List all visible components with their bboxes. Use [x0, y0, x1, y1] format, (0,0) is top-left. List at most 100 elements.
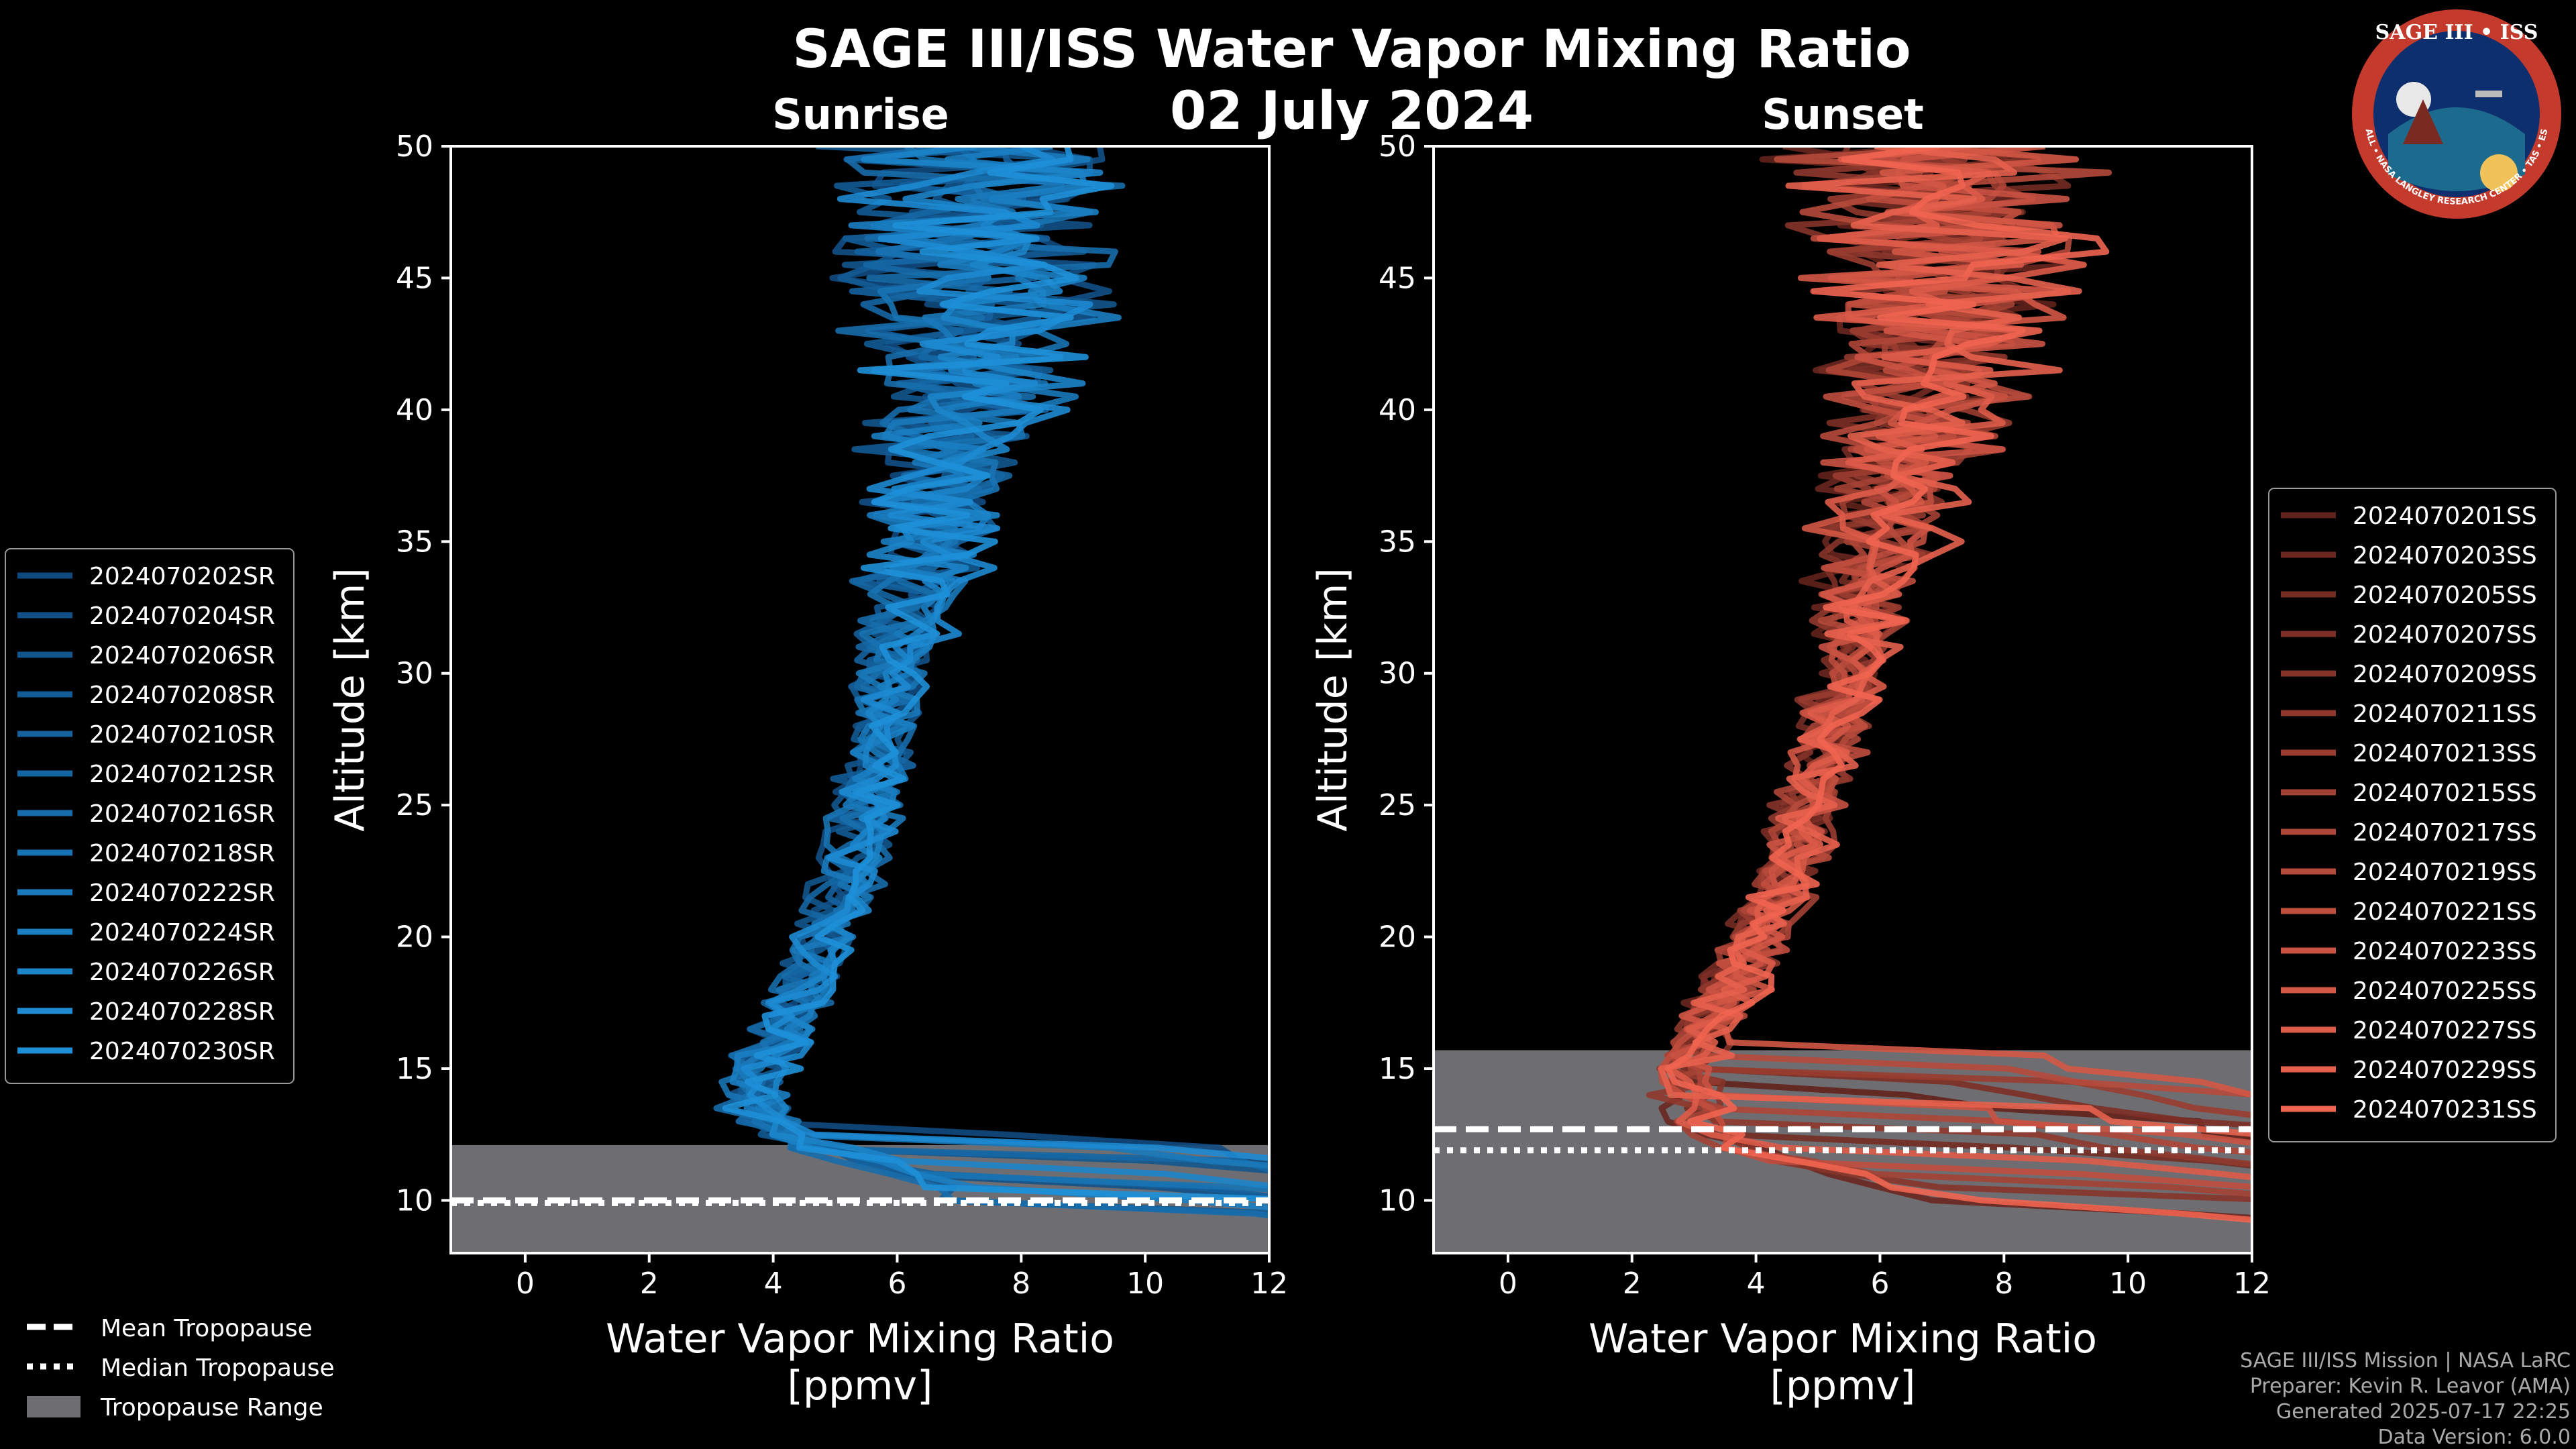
sunset-ticks: 0 2 4 6 8 10 12 10 15 20 25 30 35 40 45 50 — [1379, 129, 2271, 1301]
y-tick-label: 10 — [396, 1183, 433, 1218]
y-tick-label: 15 — [396, 1052, 433, 1086]
y-tick-label: 40 — [1379, 393, 1416, 427]
sunrise-panel: 0 2 4 6 8 10 12 10 15 20 25 30 35 40 45 50 Altitude [km… — [327, 129, 1288, 1409]
sunset-title: Sunset — [1762, 90, 1924, 139]
logo-station — [2475, 91, 2502, 97]
x-tick-label: 0 — [516, 1267, 535, 1301]
legend-entry-label: 2024070205SS — [2353, 582, 2537, 609]
figure-date: 02 July 2024 — [1170, 81, 1534, 142]
legend-entry-label: 2024070212SR — [89, 761, 275, 788]
sunset-panel: 0 2 4 6 8 10 12 10 15 20 25 30 35 40 45 50 Altitude [km… — [1309, 129, 2271, 1409]
y-tick-label: 35 — [1379, 525, 1416, 559]
sunrise-x-axis-label: Water Vapor Mixing Ratio — [606, 1316, 1114, 1362]
tropopause-range-label: Tropopause Range — [100, 1394, 323, 1421]
legend-entry-label: 2024070230SR — [89, 1038, 275, 1065]
legend-entry-label: 2024070218SR — [89, 840, 275, 867]
legend-entry-label: 2024070206SR — [89, 642, 275, 669]
legend-entry-label: 2024070225SS — [2353, 977, 2537, 1005]
y-tick-label: 45 — [396, 261, 433, 295]
x-tick-label: 2 — [1623, 1267, 1642, 1301]
y-tick-label: 10 — [1379, 1183, 1416, 1218]
legend-entry-label: 2024070202SR — [89, 563, 275, 590]
legend-entry-label: 2024070203SS — [2353, 542, 2537, 570]
sunset-axes-frame — [1432, 145, 2253, 1254]
tropopause-lines — [1434, 1126, 2252, 1154]
legend-entry-label: 2024070222SR — [89, 879, 275, 907]
logo-figure — [2403, 99, 2443, 144]
legend-entry-label: 2024070213SS — [2353, 740, 2537, 767]
legend-entry-label: 2024070219SS — [2353, 859, 2537, 886]
sunrise-legend: 2024070202SR 2024070204SR 2024070206SR 2024… — [5, 548, 294, 1084]
x-tick-label: 4 — [1747, 1267, 1766, 1301]
x-tick-label: 10 — [2109, 1267, 2147, 1301]
legend-entry-label: 2024070229SS — [2353, 1057, 2537, 1084]
tropopause-lines — [451, 1197, 1269, 1206]
y-tick-label: 20 — [1379, 920, 1416, 955]
tropopause-legend: Mean Tropopause Median Tropopause Tropop… — [27, 1315, 335, 1421]
sunrise-y-axis-label: Altitude [km] — [327, 568, 374, 832]
x-tick-label: 0 — [1499, 1267, 1517, 1301]
y-tick-label: 40 — [396, 393, 433, 427]
x-tick-label: 8 — [1994, 1267, 2013, 1301]
x-tick-label: 2 — [640, 1267, 659, 1301]
y-tick-label: 30 — [1379, 657, 1416, 691]
y-tick-label: 50 — [1379, 129, 1416, 164]
legend-entry-label: 2024070223SS — [2353, 938, 2537, 965]
legend-entry-label: 2024070228SR — [89, 998, 275, 1026]
legend-entry-label: 2024070224SR — [89, 919, 275, 947]
legend-entry-label: 2024070217SS — [2353, 819, 2537, 847]
y-tick-label: 35 — [396, 525, 433, 559]
credit-data-version: Data Version: 6.0.0 — [2378, 1426, 2571, 1449]
sunset-legend-box — [2268, 488, 2557, 1142]
y-tick-label: 20 — [396, 920, 433, 955]
x-tick-label: 6 — [888, 1267, 906, 1301]
legend-entry-label: 2024070226SR — [89, 959, 275, 986]
profile-line-2024070228SR — [741, 146, 1269, 1161]
legend-entry-label: 2024070215SS — [2353, 780, 2537, 807]
credit-preparer: Preparer: Kevin R. Leavor (AMA) — [2250, 1375, 2571, 1398]
sunset-x-axis-label: Water Vapor Mixing Ratio — [1589, 1316, 2097, 1362]
y-tick-label: 45 — [1379, 261, 1416, 295]
x-tick-label: 6 — [1870, 1267, 1889, 1301]
legend-entry-label: 2024070210SR — [89, 721, 275, 749]
legend-entry-label: 2024070209SS — [2353, 661, 2537, 688]
mean-tropopause-label: Mean Tropopause — [101, 1315, 313, 1342]
sunset-y-axis-label: Altitude [km] — [1309, 568, 1356, 832]
legend-entry-label: 2024070204SR — [89, 602, 275, 630]
legend-entry-label: 2024070201SS — [2353, 502, 2537, 530]
sunrise-legend-box — [5, 548, 294, 1084]
x-tick-label: 10 — [1126, 1267, 1164, 1301]
x-tick-label: 12 — [2233, 1267, 2271, 1301]
sunrise-ticks: 0 2 4 6 8 10 12 10 15 20 25 30 35 40 45 50 — [396, 129, 1288, 1301]
profile-line-2024070231SS — [1665, 146, 2252, 1224]
legend-entry-label: 2024070211SS — [2353, 700, 2537, 728]
credit-mission: SAGE III/ISS Mission | NASA LaRC — [2240, 1349, 2571, 1373]
sunrise-title: Sunrise — [772, 90, 949, 139]
y-tick-label: 25 — [396, 788, 433, 822]
sunset-x-axis-unit: [ppmv] — [1770, 1362, 1916, 1409]
legend-entry-label: 2024070221SS — [2353, 898, 2537, 926]
figure-title: SAGE III/ISS Water Vapor Mixing Ratio — [792, 19, 1911, 80]
tropopause-range-swatch — [27, 1396, 80, 1417]
sunset-legend: 2024070201SS 2024070203SS 2024070205SS 2024… — [2268, 488, 2557, 1142]
credit-generated: Generated 2025-07-17 22:25 — [2276, 1400, 2571, 1424]
sunrise-x-axis-unit: [ppmv] — [788, 1362, 933, 1409]
sunset-profiles — [1646, 146, 2252, 1224]
legend-entry-label: 2024070208SR — [89, 682, 275, 709]
profile-line-2024070224SR — [729, 146, 1269, 1211]
y-tick-label: 15 — [1379, 1052, 1416, 1086]
credits: SAGE III/ISS Mission | NASA LaRC Prepare… — [2240, 1349, 2571, 1449]
y-tick-label: 30 — [396, 657, 433, 691]
logo-title: SAGE III • ISS — [2375, 21, 2538, 44]
legend-entry-label: 2024070207SS — [2353, 621, 2537, 649]
x-tick-label: 8 — [1012, 1267, 1030, 1301]
y-tick-label: 50 — [396, 129, 433, 164]
sunrise-axes-frame — [449, 145, 1271, 1254]
legend-entry-label: 2024070227SS — [2353, 1017, 2537, 1044]
y-tick-label: 25 — [1379, 788, 1416, 822]
logo-sun — [2480, 154, 2518, 192]
median-tropopause-label: Median Tropopause — [101, 1354, 335, 1382]
legend-entry-label: 2024070231SS — [2353, 1096, 2537, 1124]
x-tick-label: 4 — [764, 1267, 783, 1301]
